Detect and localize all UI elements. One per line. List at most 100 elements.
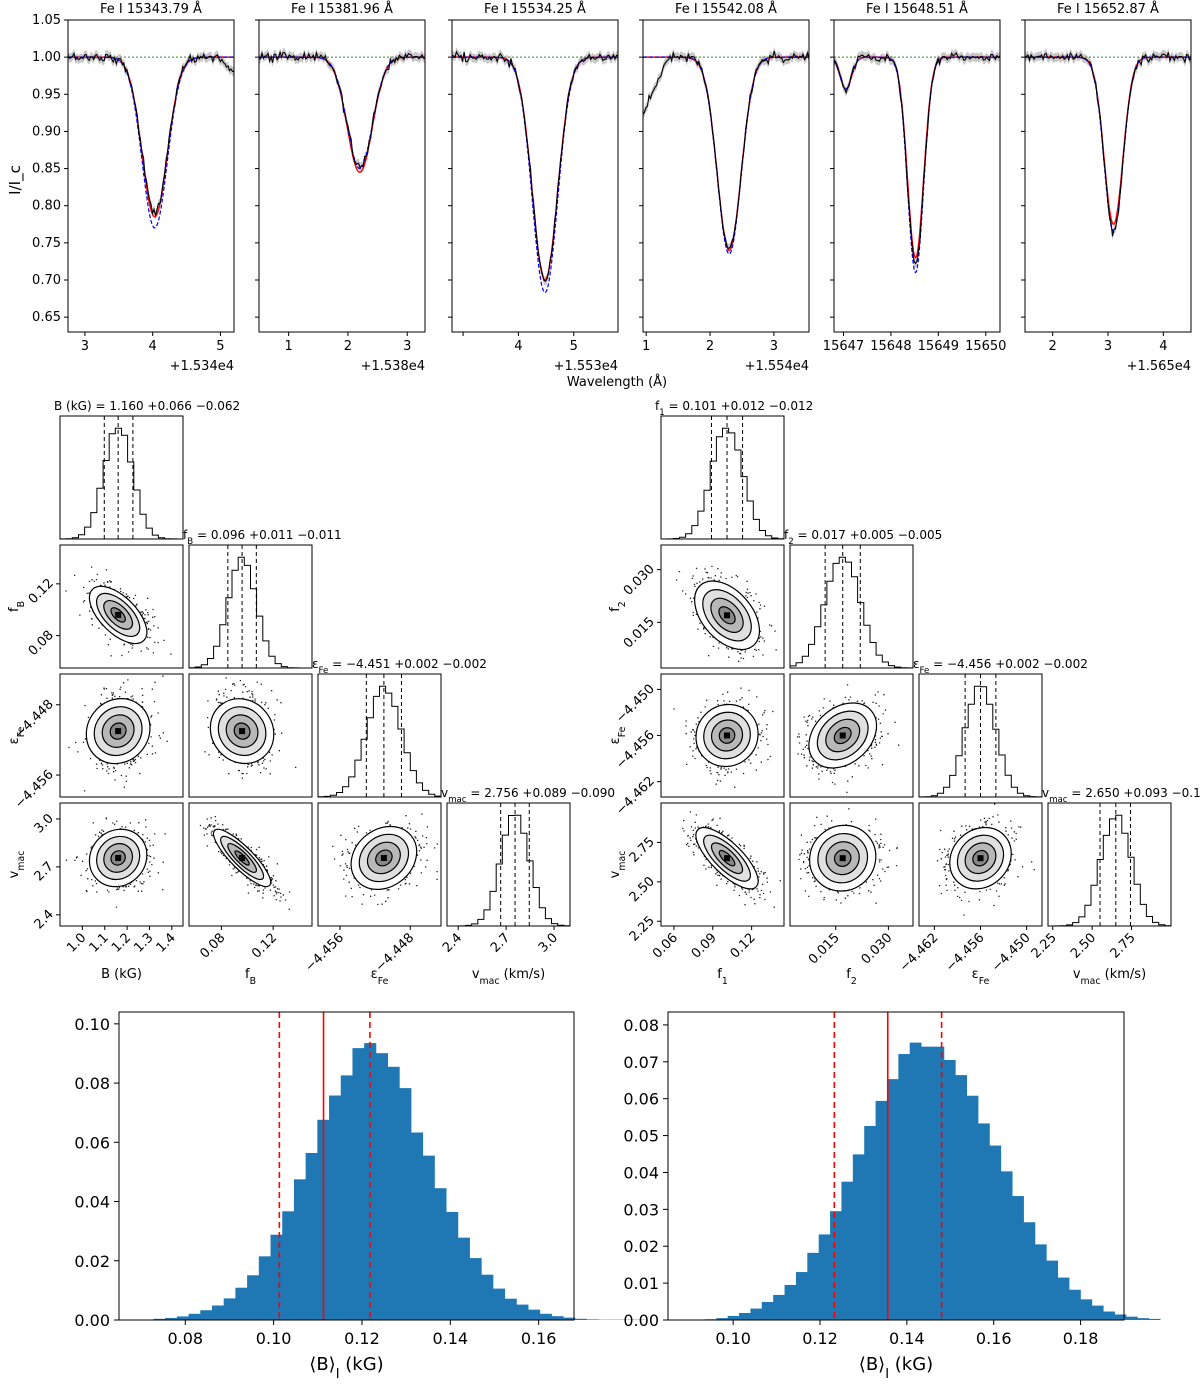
axes-frame <box>317 673 442 798</box>
x-tick-label: 2 <box>706 339 714 354</box>
histogram-bar <box>188 1313 201 1320</box>
y-tick-label: 0.04 <box>623 1163 659 1182</box>
y-tick-label: 0.04 <box>74 1193 110 1212</box>
x-tick-label: 0.08 <box>197 930 228 961</box>
histogram-bar <box>795 1272 808 1320</box>
y-tick-label: 0.030 <box>621 562 658 599</box>
x-tick-label: 0.12 <box>802 1329 838 1348</box>
marginal-histogram <box>661 427 785 540</box>
marginal-title: vmac = 2.650 +0.093 −0.100 <box>1042 786 1200 805</box>
x-offset-label: +1.538e4 <box>361 359 425 374</box>
histogram-bar <box>1148 1318 1161 1320</box>
label-sub: mac <box>1081 976 1101 987</box>
label-rest: = −4.451 +0.002 −0.002 <box>328 657 487 671</box>
y-tick-label: 0.10 <box>74 1015 110 1034</box>
model-blue-dashed-line <box>452 56 618 294</box>
x-tick-label: 15648 <box>870 339 911 354</box>
y-tick-label: −4.450 <box>613 682 658 727</box>
marginal-histogram <box>447 814 571 927</box>
histogram-bar <box>282 1211 295 1320</box>
x-tick-label: 0.10 <box>256 1329 292 1348</box>
label-rest: = 0.017 +0.005 −0.005 <box>794 528 942 542</box>
x-tick-label: 2.7 <box>488 930 513 955</box>
histogram-bar <box>966 1095 979 1320</box>
axes-frame <box>1047 802 1172 927</box>
label-main: ⟨B⟩ <box>309 1354 335 1375</box>
x-tick-label: −4.462 <box>897 930 942 975</box>
y-tick-label: 0.02 <box>623 1237 659 1256</box>
label-sub: Fe <box>319 666 329 676</box>
peak-marker <box>977 855 984 862</box>
y-axis-label: vmac <box>7 851 27 879</box>
y-tick-label: 2.50 <box>627 874 658 905</box>
histogram-bar <box>434 1188 447 1320</box>
y-tick-label: 0.02 <box>74 1252 110 1271</box>
histogram-bar <box>864 1125 876 1320</box>
x-axis-label: B (kG) <box>101 967 142 982</box>
histogram-bar <box>446 1211 459 1320</box>
x-tick-label: 3 <box>770 339 778 354</box>
histogram-bar <box>875 1100 888 1320</box>
label-main: f <box>655 399 660 413</box>
spectrum-panel-1: Fe I 15343.79 Å 3 4 5 +1.534e4 0.65 0.70 0.75 0.… <box>32 1 235 374</box>
model-red-line <box>643 56 809 252</box>
label-main: f <box>608 607 623 612</box>
spectrum-panel-title: Fe I 15652.87 Å <box>1057 1 1159 17</box>
axes-frame <box>833 19 1001 333</box>
y-tick-label: 0.06 <box>623 1090 659 1109</box>
histogram-bar <box>481 1274 494 1320</box>
x-tick-label: 2.75 <box>1108 930 1139 961</box>
x-tick-label: 0.18 <box>1063 1329 1099 1348</box>
histogram-bar <box>727 1315 740 1320</box>
peak-marker <box>724 732 731 739</box>
marginal-v_mac: vmac = 2.650 +0.093 −0.100 <box>1042 786 1200 927</box>
x-tick-label: 15649 <box>918 339 959 354</box>
label-sub: 2 <box>617 601 628 607</box>
y-axis-label: vmac <box>608 851 628 879</box>
x-tick-label: 2.25 <box>1029 930 1060 961</box>
axes-frame <box>446 802 571 927</box>
histogram-bar <box>469 1258 482 1320</box>
marginal-histogram <box>317 685 442 798</box>
x-axis-label: vmac (km/s) <box>472 967 545 987</box>
histogram-bar <box>818 1234 831 1320</box>
uncertainty-band <box>834 48 1000 268</box>
x-offset-label: +1.554e4 <box>745 359 809 374</box>
label-main: f <box>784 528 789 542</box>
spectrum-panel-title: Fe I 15542.08 Å <box>675 1 777 17</box>
histogram-bar <box>841 1181 854 1320</box>
label-sub: 2 <box>788 537 794 547</box>
marginal-title: vmac = 2.756 +0.089 −0.090 <box>441 786 615 805</box>
axes-frame <box>59 544 184 669</box>
x-tick-label: 2 <box>1049 339 1057 354</box>
axes-frame <box>660 544 785 669</box>
peak-marker <box>115 611 122 618</box>
y-tick-label: 0.015 <box>621 615 658 652</box>
histogram-bar <box>504 1298 517 1320</box>
axes-frame <box>789 802 914 927</box>
x-axis-label: εFe <box>371 967 389 987</box>
label-sub: Fe <box>378 976 389 987</box>
histogram-bar <box>716 1318 729 1320</box>
label-main: v <box>441 786 448 800</box>
y-axis-label: fB <box>7 601 27 612</box>
histogram-bar <box>909 1042 922 1320</box>
label-main: f <box>183 528 188 542</box>
marginal-title: B (kG) = 1.160 +0.066 −0.062 <box>54 399 240 413</box>
histogram-bar <box>258 1256 271 1320</box>
y-tick-label: 0.90 <box>32 124 61 139</box>
histogram-bar <box>270 1234 283 1320</box>
y-axis-label: εFe <box>608 726 628 744</box>
x-axis-label: εFe <box>972 967 990 987</box>
x-tick-label: −4.450 <box>989 930 1034 975</box>
observed-line <box>67 51 234 216</box>
histogram-bar <box>977 1123 990 1320</box>
label-rest: = 2.756 +0.089 −0.090 <box>467 786 615 800</box>
marginal-f_2: f2 = 0.017 +0.005 −0.005 <box>784 528 942 669</box>
marginal-v_mac: vmac = 2.756 +0.089 −0.090 <box>441 786 615 927</box>
histogram-bar <box>773 1294 785 1320</box>
spectrum-panel-title: Fe I 15534.25 Å <box>484 1 586 17</box>
